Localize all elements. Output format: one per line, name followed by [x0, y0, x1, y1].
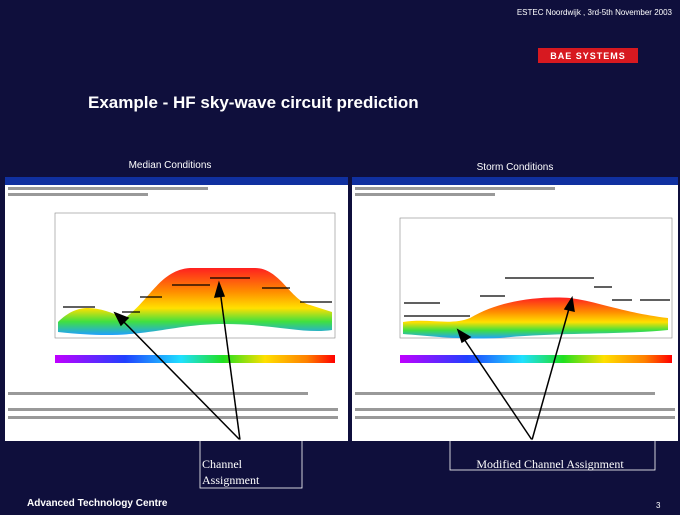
- panel-label: Median Conditions: [129, 160, 212, 171]
- slide-title: Example - HF sky-wave circuit prediction: [88, 93, 419, 112]
- panel-label: Storm Conditions: [477, 162, 554, 173]
- page: ESTEC Noordwijk , 3rd-5th November 2003 …: [0, 0, 680, 515]
- footer-text: Advanced Technology Centre: [27, 498, 168, 509]
- logo: BAE SYSTEMS: [550, 51, 626, 61]
- event-text: ESTEC Noordwijk , 3rd-5th November 2003: [517, 8, 673, 17]
- screenshot-storm: [352, 177, 678, 441]
- slide: ESTEC Noordwijk , 3rd-5th November 2003 …: [0, 0, 680, 515]
- page-number: 3: [656, 501, 661, 510]
- annotation: Modified Channel Assignment: [476, 457, 624, 471]
- screenshot-median: [5, 177, 348, 441]
